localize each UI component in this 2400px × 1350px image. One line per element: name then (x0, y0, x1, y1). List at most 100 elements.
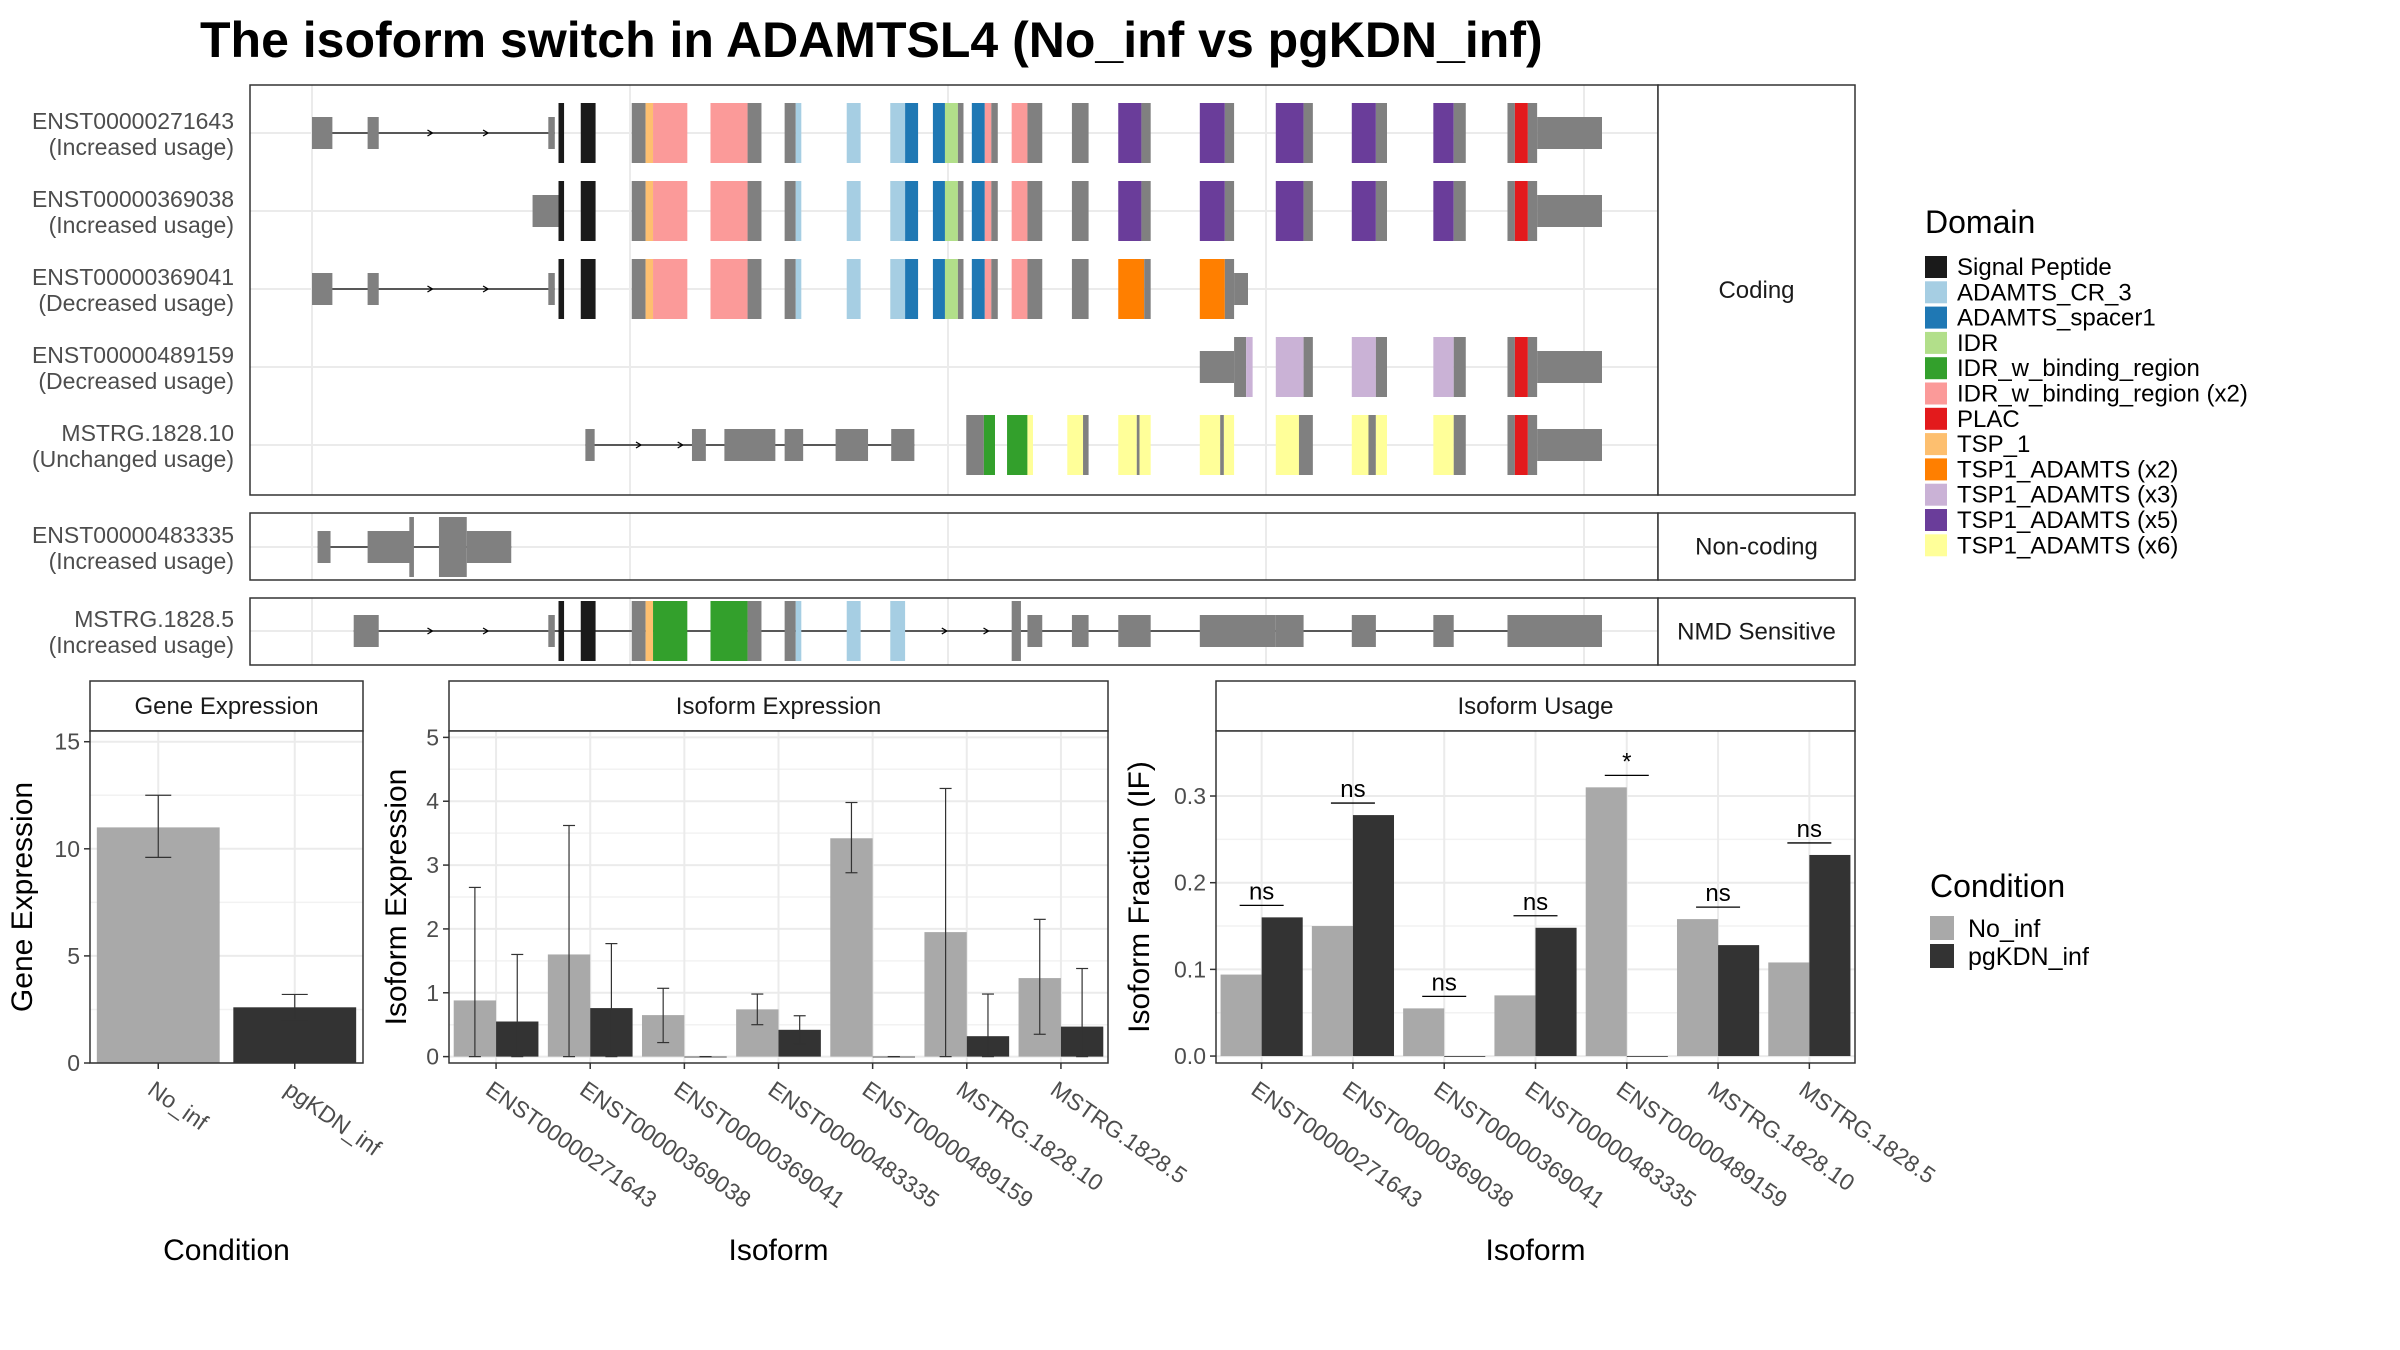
chart-strip-label: Gene Expression (134, 693, 318, 720)
bar (1262, 917, 1303, 1056)
exon-block (710, 181, 747, 241)
y-axis-title: Isoform Expression (380, 769, 413, 1026)
chart-strip-label: Isoform Usage (1457, 693, 1613, 720)
track-id-label: ENST00000489159 (32, 342, 234, 368)
exon-block (312, 273, 332, 305)
exon-block (1072, 181, 1089, 241)
x-tick-label: ENST00000369041 (669, 1076, 849, 1213)
exon-block (836, 429, 868, 461)
exon-block (1141, 181, 1150, 241)
domain-legend-label: TSP1_ADAMTS (x2) (1957, 456, 2178, 483)
exon-block (891, 429, 914, 461)
exon-block (905, 103, 918, 163)
domain-legend-label: ADAMTS_spacer1 (1957, 305, 2156, 332)
domain-legend-swatch (1925, 357, 1947, 379)
exon-block (1027, 181, 1042, 241)
exon-block (785, 259, 796, 319)
exon-block (646, 259, 653, 319)
domain-legend-label: ADAMTS_CR_3 (1957, 279, 2132, 306)
exon-block (1507, 103, 1514, 163)
exon-block (1200, 259, 1225, 319)
bar (1586, 787, 1627, 1056)
exon-block (991, 103, 997, 163)
track-usage-label: (Increased usage) (49, 212, 234, 238)
significance-label: ns (1432, 969, 1457, 996)
track-id-label: MSTRG.1828.10 (61, 420, 234, 446)
exon-block (439, 517, 467, 577)
exon-block (985, 103, 991, 163)
track-usage-label: (Increased usage) (49, 632, 234, 658)
exon-block (958, 259, 964, 319)
track-usage-label: (Increased usage) (49, 548, 234, 574)
isoform-usage-chart: Isoform Usage0.00.10.20.3nsnsnsns*nsnsEN… (1123, 681, 1940, 1267)
exon-block (1027, 259, 1042, 319)
y-tick-label: 2 (426, 916, 439, 942)
track-usage-label: (Decreased usage) (38, 368, 234, 394)
bar (1677, 919, 1718, 1056)
exon-block (1118, 259, 1144, 319)
exon-block (1118, 181, 1141, 241)
track-usage-label: (Decreased usage) (38, 290, 234, 316)
bar (1718, 945, 1759, 1056)
x-tick-label: ENST00000483335 (764, 1076, 944, 1213)
y-tick-label: 3 (426, 852, 439, 878)
y-tick-label: 0.3 (1174, 783, 1206, 809)
exon-block (785, 601, 796, 661)
exon-block (1276, 337, 1304, 397)
exon-block (646, 181, 653, 241)
track-id-label: ENST00000369038 (32, 186, 234, 212)
exon-block (724, 429, 775, 461)
significance-label: * (1622, 748, 1631, 775)
exon-block (559, 181, 565, 241)
exon-block (933, 181, 945, 241)
condition-legend-label: No_inf (1968, 915, 2040, 943)
exon-block (1276, 181, 1304, 241)
exon-block (1027, 615, 1042, 647)
exon-block (1072, 259, 1089, 319)
exon-block (966, 415, 984, 475)
exon-block (1012, 103, 1028, 163)
domain-legend-label: TSP1_ADAMTS (x5) (1957, 507, 2178, 534)
exon-block (1118, 103, 1141, 163)
exon-block (559, 103, 565, 163)
exon-block (785, 181, 796, 241)
y-tick-label: 15 (54, 729, 80, 755)
exon-block (1012, 601, 1021, 661)
exon-block (581, 181, 596, 241)
condition-legend-swatch (1930, 916, 1954, 940)
y-tick-label: 0.2 (1174, 870, 1206, 896)
exon-block (1012, 259, 1028, 319)
domain-legend-label: PLAC (1957, 406, 2020, 433)
exon-block (1352, 415, 1369, 475)
exon-block (559, 259, 565, 319)
exon-block (1507, 181, 1514, 241)
exon-block (1200, 351, 1234, 383)
x-axis-title: Isoform (728, 1234, 828, 1267)
exon-block (1507, 615, 1602, 647)
x-tick-label: ENST00000369038 (575, 1076, 755, 1213)
domain-legend-swatch (1925, 307, 1947, 329)
y-tick-label: 0 (67, 1050, 80, 1076)
exon-block (653, 103, 687, 163)
exon-block (1234, 273, 1248, 305)
figure-title: The isoform switch in ADAMTSL4 (No_inf v… (200, 12, 1543, 68)
exon-block (1515, 181, 1528, 241)
bar (1353, 815, 1394, 1056)
track-id-label: ENST00000483335 (32, 522, 234, 548)
exon-block (1352, 103, 1376, 163)
exon-block (653, 259, 687, 319)
exon-block (1140, 415, 1151, 475)
x-tick-label: ENST00000489159 (858, 1076, 1038, 1213)
exon-block (1083, 415, 1089, 475)
exon-block (748, 103, 762, 163)
significance-label: ns (1340, 776, 1365, 803)
exon-block (1376, 337, 1387, 397)
bar (1403, 1008, 1444, 1056)
exon-block (1454, 337, 1466, 397)
exon-block (354, 615, 379, 647)
exon-block (945, 259, 958, 319)
exon-block (905, 181, 918, 241)
exon-block (1507, 415, 1514, 475)
exon-block (1376, 181, 1387, 241)
